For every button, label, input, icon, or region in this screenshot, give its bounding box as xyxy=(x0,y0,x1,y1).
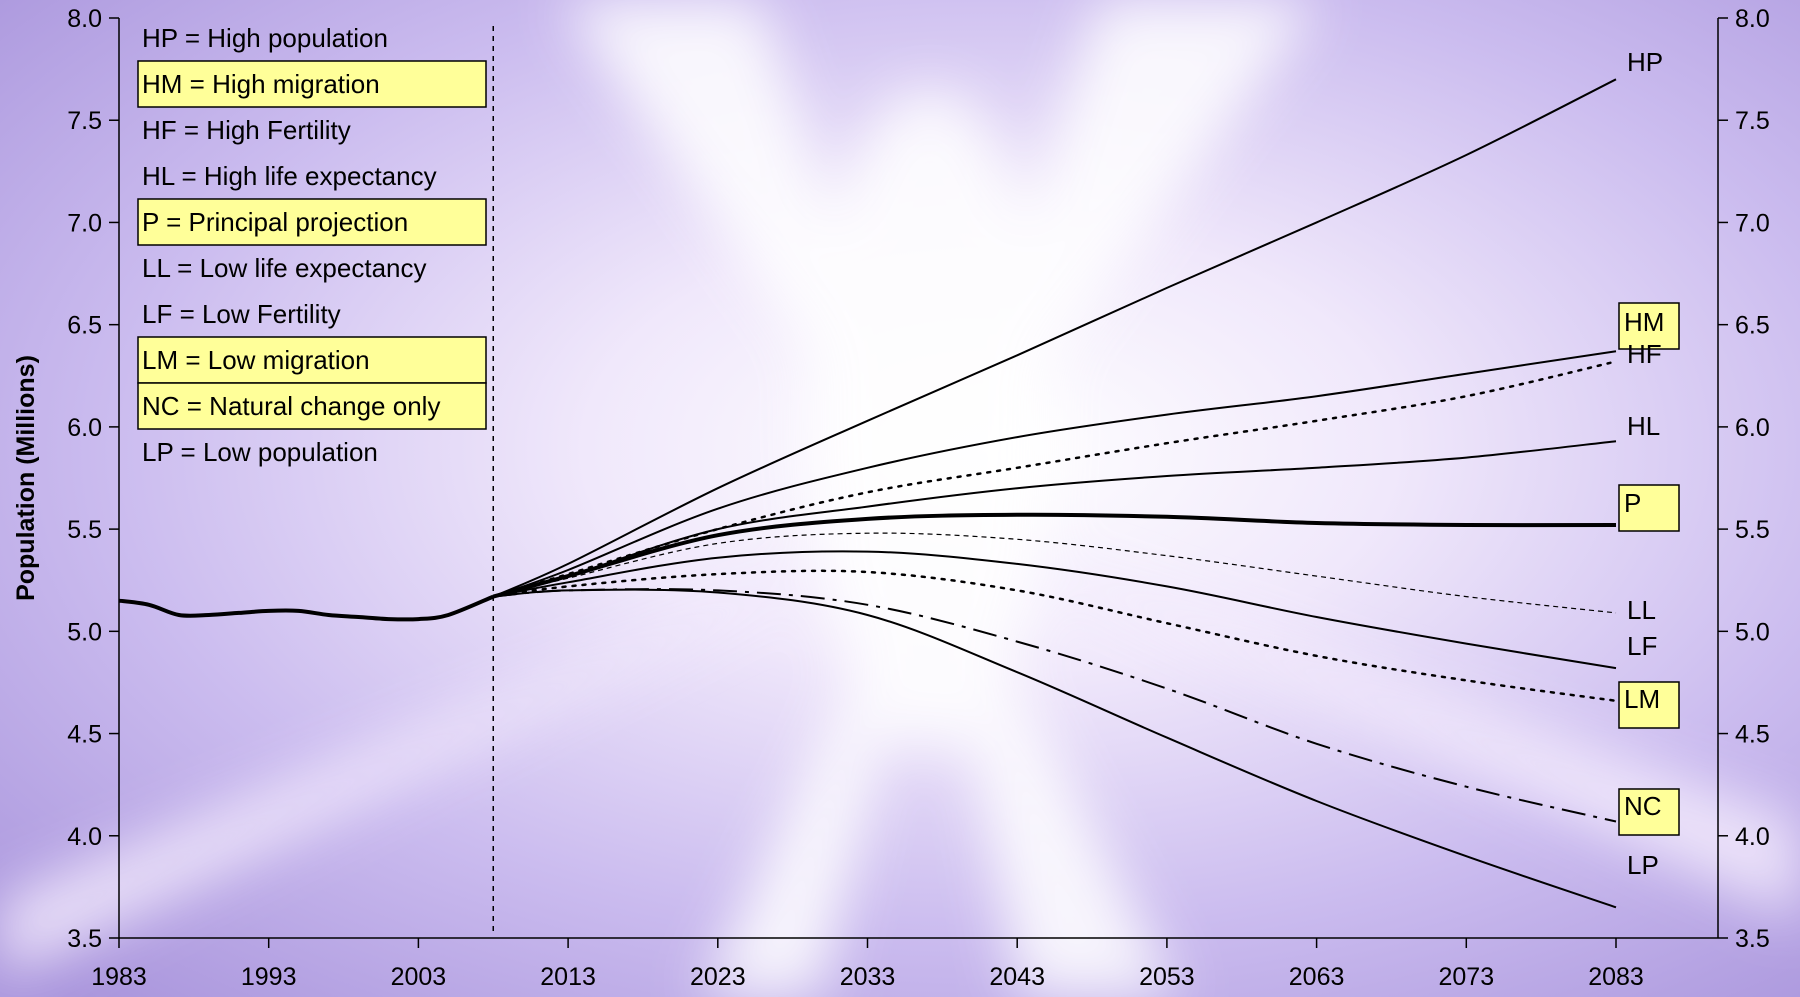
legend-item-p: P = Principal projection xyxy=(142,207,408,237)
end-label-nc: NC xyxy=(1624,791,1662,821)
end-label-box-nc xyxy=(1618,788,1680,836)
end-label-hf: HF xyxy=(1627,339,1662,369)
y-tick-label-right: 6.0 xyxy=(1735,414,1770,442)
x-tick-label: 2013 xyxy=(540,963,596,991)
y-tick-label-right: 4.0 xyxy=(1735,823,1770,851)
y-tick-label-right: 5.0 xyxy=(1735,618,1770,646)
x-tick-label: 2003 xyxy=(391,963,447,991)
y-axis-label: Population (Millions) xyxy=(12,355,40,601)
end-label-hp: HP xyxy=(1627,47,1663,77)
y-tick-label-left: 3.5 xyxy=(67,925,102,953)
series-line-hm xyxy=(492,350,1617,598)
y-tick-label-right: 7.0 xyxy=(1735,209,1770,237)
x-tick-label: 2063 xyxy=(1289,963,1345,991)
legend-item-hp: HP = High population xyxy=(142,23,388,53)
legend-item-lf: LF = Low Fertility xyxy=(142,299,341,329)
series-line-ll xyxy=(493,532,1617,614)
axes: 3.5 3.5 4.0 4.0 4.5 4.5 5.0 5.0 5.5 5.5 6.0 6.0 6.5 6… xyxy=(67,5,1770,991)
end-label-lp: LP xyxy=(1627,850,1659,880)
y-tick-label-right: 7.5 xyxy=(1735,107,1770,135)
legend-item-hm: HM = High migration xyxy=(142,69,380,99)
legend-item-hl: HL = High life expectancy xyxy=(142,161,437,191)
y-tick-label-left: 6.5 xyxy=(67,312,102,340)
legend-item-nc: NC = Natural change only xyxy=(142,391,440,421)
y-tick-label-left: 7.0 xyxy=(67,209,102,237)
y-tick-label-right: 5.5 xyxy=(1735,516,1770,544)
x-tick-label: 2073 xyxy=(1438,963,1494,991)
y-tick-label-left: 8.0 xyxy=(67,5,102,33)
series-line-hp xyxy=(492,78,1617,598)
legend-highlight-box xyxy=(137,198,487,246)
end-label-box-p xyxy=(1618,484,1680,532)
series-line-hl xyxy=(493,440,1617,598)
end-label-box-lm xyxy=(1618,681,1680,729)
y-ticks: 3.5 3.5 4.0 4.0 4.5 4.5 5.0 5.0 5.5 5.5 6.0 6.0 6.5 6… xyxy=(67,5,1770,953)
end-label-hl: HL xyxy=(1627,411,1660,441)
y-tick-label-right: 8.0 xyxy=(1735,5,1770,33)
x-tick-label: 2033 xyxy=(840,963,896,991)
series-line-lf xyxy=(493,550,1617,670)
end-label-box-hm xyxy=(1618,302,1680,350)
legend-highlight-box xyxy=(137,382,487,430)
x-tick-label: 2053 xyxy=(1139,963,1195,991)
y-tick-label-right: 3.5 xyxy=(1735,925,1770,953)
legend-item-lp: LP = Low population xyxy=(142,437,378,467)
x-tick-label: 2023 xyxy=(690,963,746,991)
y-tick-label-left: 7.5 xyxy=(67,107,102,135)
y-tick-label-left: 4.5 xyxy=(67,721,102,749)
end-label-lf: LF xyxy=(1627,631,1657,661)
series-line-lp xyxy=(493,588,1617,909)
legend: HP = High population HM = High migration H… xyxy=(137,23,487,467)
legend-highlight-box xyxy=(137,336,487,384)
legend-item-hf: HF = High Fertility xyxy=(142,115,351,145)
x-ticks: 1983 1993 2003 2013 2023 2033 2043 2053 2063 2073… xyxy=(91,938,1644,991)
series-line-p xyxy=(492,512,1617,599)
end-label-ll: LL xyxy=(1627,595,1656,625)
end-label-lm: LM xyxy=(1624,684,1660,714)
historical-line xyxy=(118,594,495,622)
end-label-p: P xyxy=(1624,488,1641,518)
y-tick-label-left: 4.0 xyxy=(67,823,102,851)
x-tick-label: 1983 xyxy=(91,963,147,991)
end-label-hm: HM xyxy=(1624,307,1664,337)
x-tick-label: 1993 xyxy=(241,963,297,991)
legend-item-ll: LL = Low life expectancy xyxy=(142,253,427,283)
y-tick-label-right: 6.5 xyxy=(1735,312,1770,340)
legend-highlight-box xyxy=(137,60,487,108)
y-tick-label-left: 5.5 xyxy=(67,516,102,544)
y-tick-label-left: 6.0 xyxy=(67,414,102,442)
legend-item-lm: LM = Low migration xyxy=(142,345,370,375)
series-lines xyxy=(118,78,1618,909)
y-tick-label-left: 5.0 xyxy=(67,618,102,646)
x-tick-label: 2043 xyxy=(989,963,1045,991)
y-tick-label-right: 4.5 xyxy=(1735,721,1770,749)
x-tick-label: 2083 xyxy=(1588,963,1644,991)
